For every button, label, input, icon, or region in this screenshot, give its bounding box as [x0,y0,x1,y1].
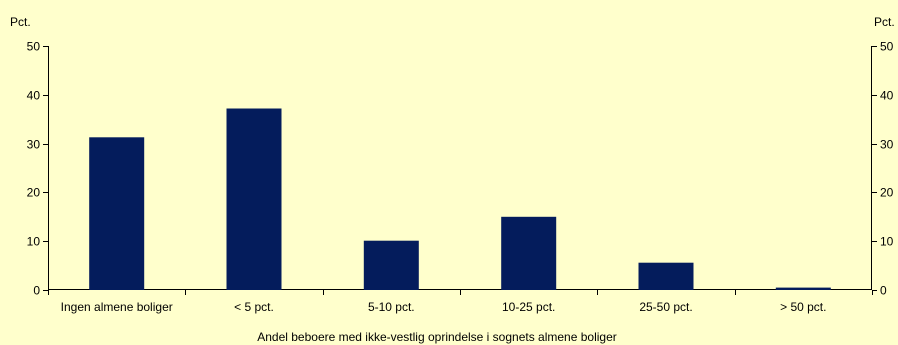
bar-4 [638,262,694,290]
y-tick-label-left: 30 [27,138,41,152]
y-ticks-right: 0 10 20 30 40 50 [872,40,894,298]
y-tick-label-right: 20 [880,186,894,200]
y-axis-unit-left: Pct. [10,15,31,29]
bar-0 [89,137,145,290]
x-ticks: Ingen almene boliger < 5 pct. 5-10 pct. 10-… [48,290,873,314]
bar-5 [775,287,831,290]
y-tick-label-left: 50 [27,40,41,54]
y-tick-label-right: 40 [880,89,894,103]
y-tick-label-left: 0 [33,284,40,298]
x-tick-label: < 5 pct. [234,300,274,314]
y-tick-label-right: 10 [880,235,894,249]
bar-1 [226,108,282,290]
y-ticks-left: 0 10 20 30 40 50 [27,40,48,298]
x-tick-label: > 50 pct. [780,300,826,314]
y-tick-label-left: 40 [27,89,41,103]
y-tick-label-left: 10 [27,235,41,249]
x-tick-label: Ingen almene boliger [61,300,173,314]
y-axis-unit-right: Pct. [874,15,895,29]
y-tick-label-right: 50 [880,40,894,54]
x-axis-title: Andel beboere med ikke-vestlig oprindels… [257,330,617,344]
bar-2 [363,240,419,290]
bars [89,108,831,290]
x-tick-label: 25-50 pct. [639,300,692,314]
y-tick-label-right: 30 [880,138,894,152]
x-tick-label: 5-10 pct. [368,300,415,314]
x-tick-label: 10-25 pct. [502,300,555,314]
y-tick-label-left: 20 [27,186,41,200]
bar-3 [501,216,557,290]
y-tick-label-right: 0 [880,284,887,298]
